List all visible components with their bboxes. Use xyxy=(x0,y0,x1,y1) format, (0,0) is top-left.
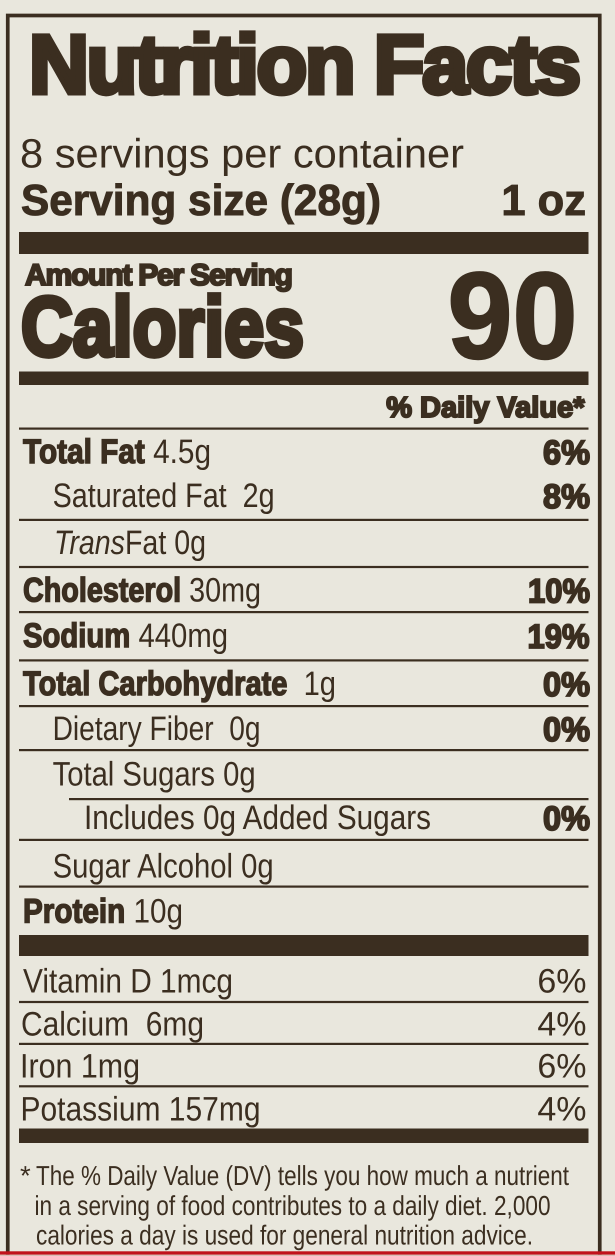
svg-text:8 servings per container: 8 servings per container xyxy=(20,131,464,177)
svg-text:4%: 4% xyxy=(537,1006,586,1044)
svg-text:1 oz: 1 oz xyxy=(501,177,586,225)
svg-text:8%: 8% xyxy=(543,478,590,516)
svg-text:Total Fat 4.5g: Total Fat 4.5g xyxy=(23,433,211,471)
svg-text:Serving size (28g): Serving size (28g) xyxy=(21,177,381,225)
svg-text:Saturated Fat 2g: Saturated Fat 2g xyxy=(53,477,275,515)
svg-text:0%: 0% xyxy=(543,800,590,838)
svg-text:Protein 10g: Protein 10g xyxy=(23,893,183,931)
svg-text:Nutrition Facts: Nutrition Facts xyxy=(29,18,579,111)
svg-text:Total Sugars 0g: Total Sugars 0g xyxy=(53,756,256,794)
svg-text:6%: 6% xyxy=(537,1048,586,1086)
svg-text:Calories: Calories xyxy=(21,280,304,374)
svg-text:Total Carbohydrate 1g: Total Carbohydrate 1g xyxy=(23,665,336,703)
svg-text:10%: 10% xyxy=(528,573,590,611)
svg-text:*: * xyxy=(20,1160,31,1191)
svg-text:90: 90 xyxy=(448,248,578,385)
svg-text:6%: 6% xyxy=(537,963,586,1001)
svg-text:6%: 6% xyxy=(543,434,590,472)
svg-text:TransFat 0g: TransFat 0g xyxy=(54,524,206,562)
svg-text:0%: 0% xyxy=(543,666,590,704)
svg-text:0%: 0% xyxy=(543,711,590,749)
svg-text:Potassium 157mg: Potassium 157mg xyxy=(21,1091,261,1129)
svg-text:in a serving of food contribut: in a serving of food contributes to a da… xyxy=(35,1190,551,1221)
svg-text:% Daily Value*: % Daily Value* xyxy=(386,392,585,424)
svg-text:Calcium 6mg: Calcium 6mg xyxy=(21,1006,204,1044)
svg-text:4%: 4% xyxy=(537,1091,586,1129)
svg-text:Sodium 440mg: Sodium 440mg xyxy=(23,617,228,655)
svg-text:Includes 0g Added Sugars: Includes 0g Added Sugars xyxy=(84,799,431,837)
svg-text:Sugar Alcohol 0g: Sugar Alcohol 0g xyxy=(53,848,274,886)
svg-text:Cholesterol 30mg: Cholesterol 30mg xyxy=(23,572,261,610)
svg-text:Amount Per Serving: Amount Per Serving xyxy=(25,259,292,292)
svg-text:calories a day is used for gen: calories a day is used for general nutri… xyxy=(36,1220,533,1251)
svg-text:The % Daily Value (DV) tells y: The % Daily Value (DV) tells you how muc… xyxy=(36,1160,569,1191)
svg-text:Vitamin D 1mcg: Vitamin D 1mcg xyxy=(23,963,233,1001)
svg-text:Dietary Fiber 0g: Dietary Fiber 0g xyxy=(53,710,261,748)
svg-text:Iron 1mg: Iron 1mg xyxy=(20,1048,140,1086)
svg-text:19%: 19% xyxy=(528,618,590,656)
